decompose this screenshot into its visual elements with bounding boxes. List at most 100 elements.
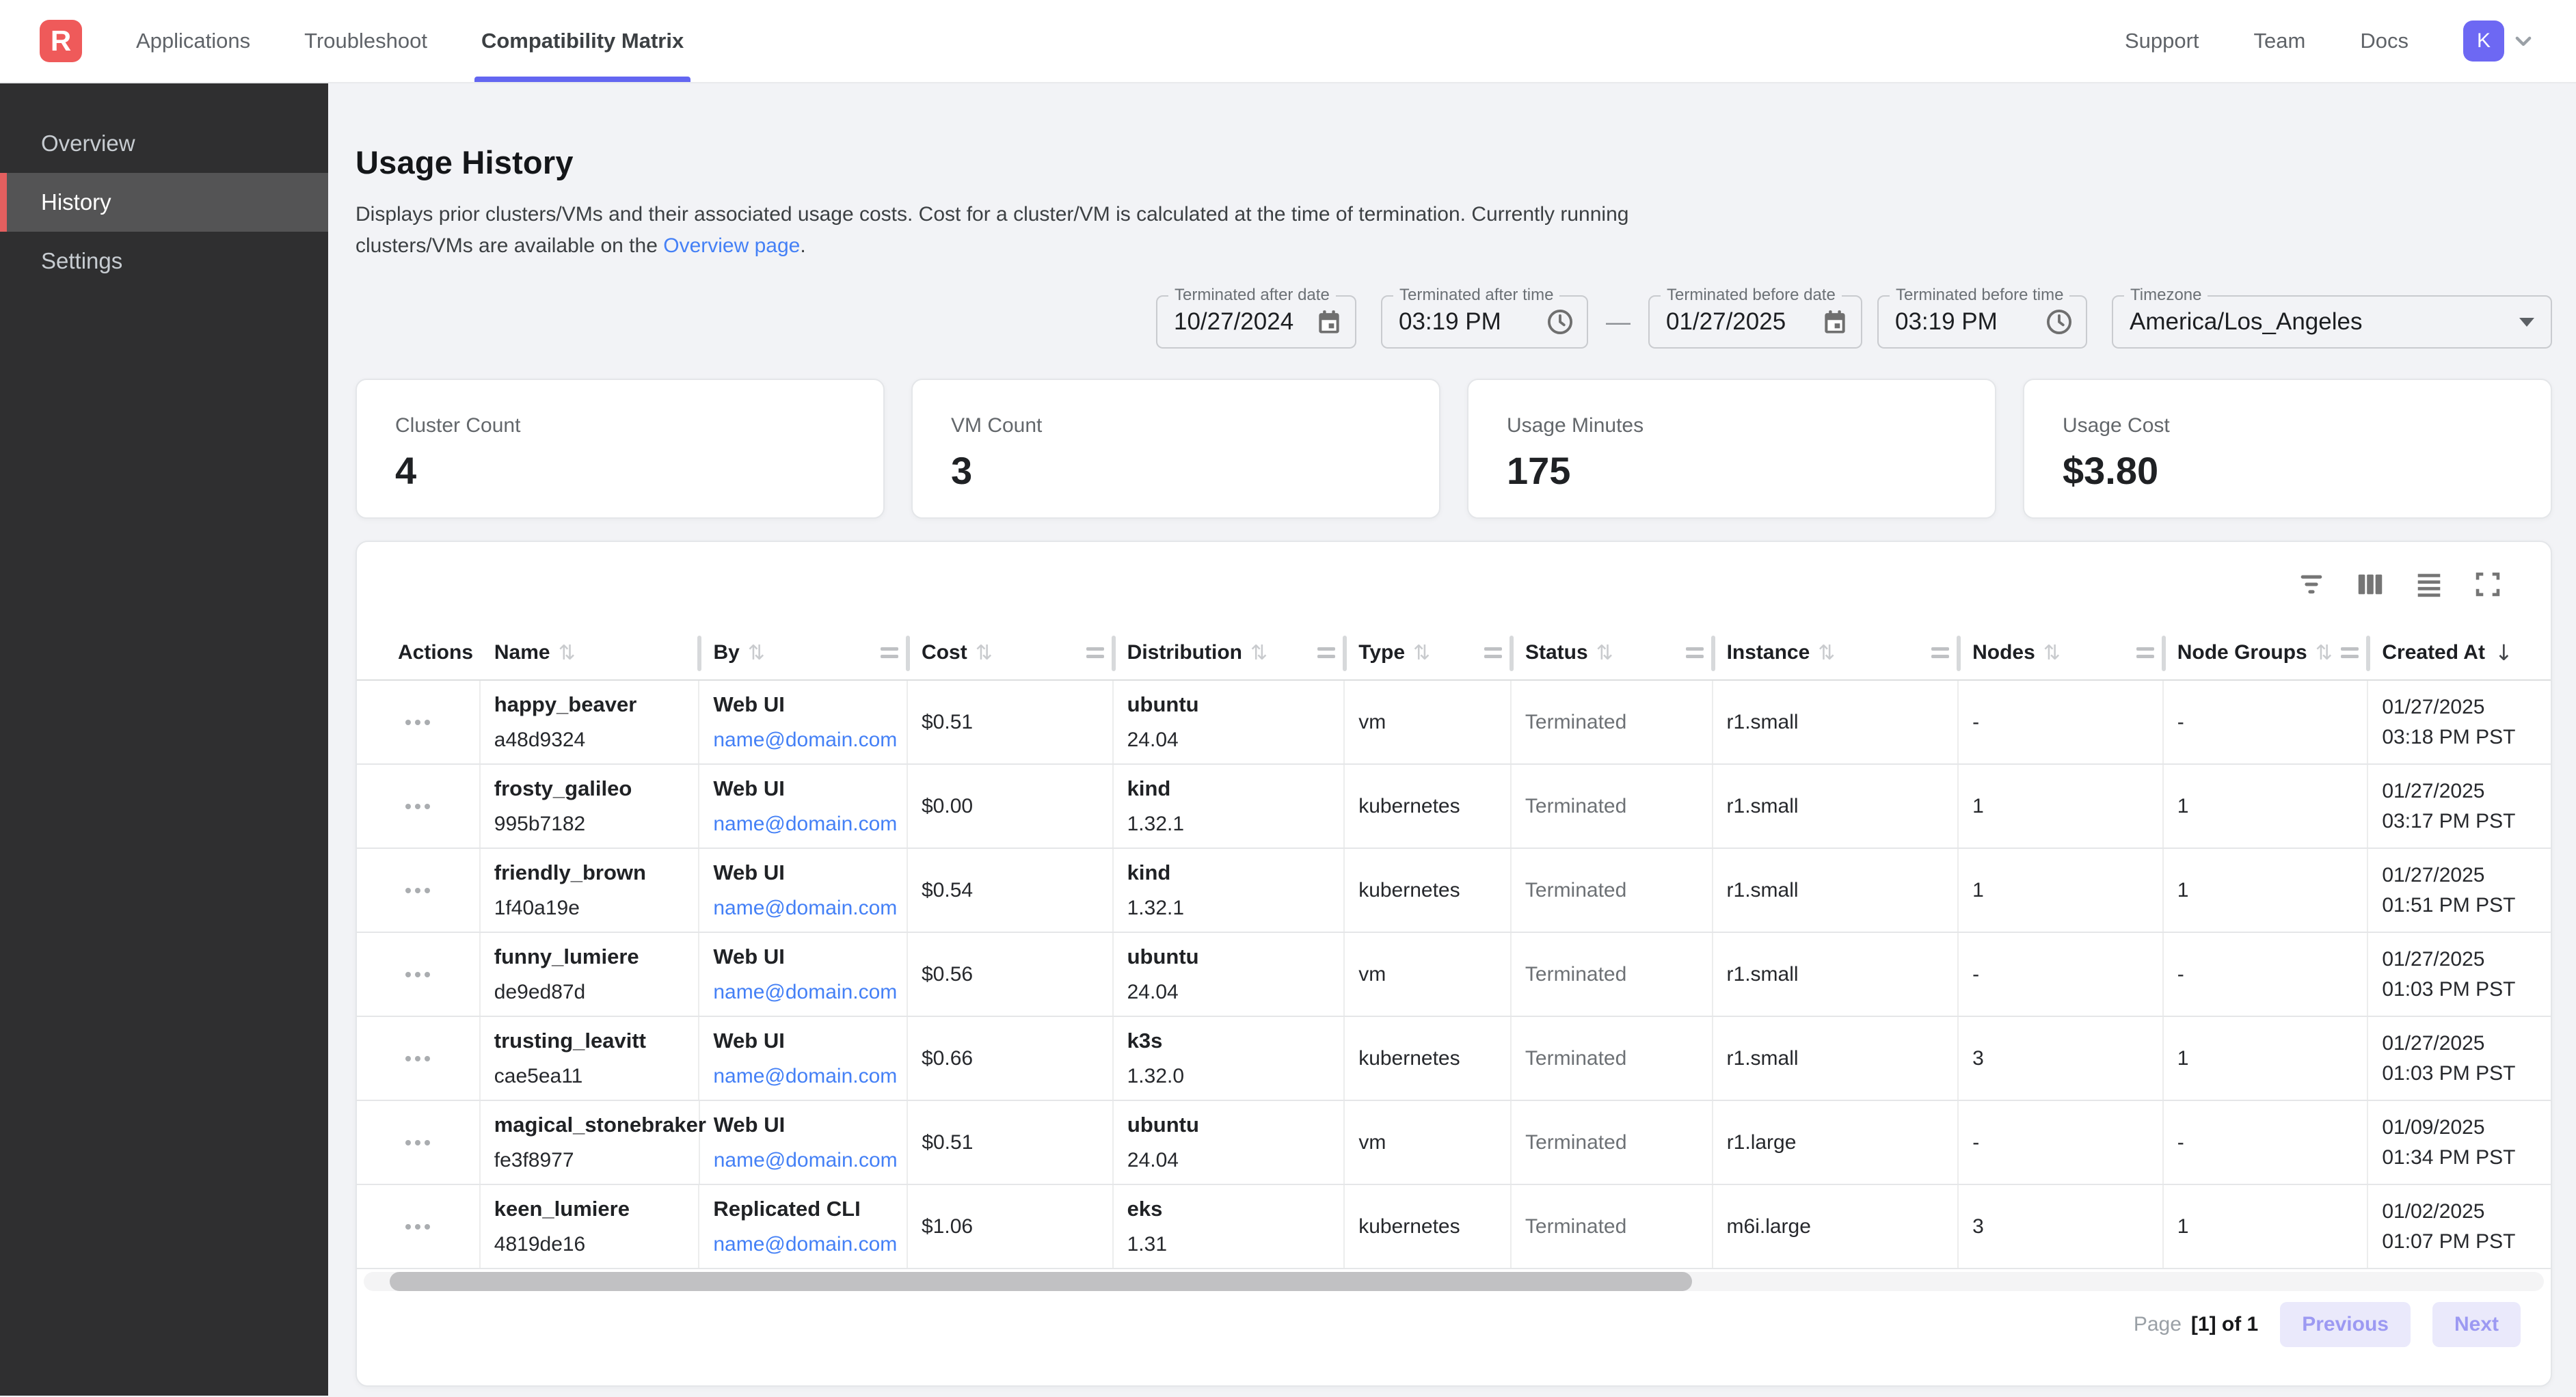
cell-name: funny_lumierede9ed87d <box>481 933 700 1016</box>
distribution-version: 1.32.1 <box>1127 810 1344 839</box>
row-actions-menu-icon[interactable] <box>399 881 437 900</box>
cell-by: Web UIname@domain.com <box>699 849 908 932</box>
column-header-type[interactable]: Type⇅ <box>1345 626 1512 679</box>
status-value: Terminated <box>1525 711 1712 734</box>
cell-distribution: kind1.32.1 <box>1114 765 1345 847</box>
sort-icon[interactable]: ⇅ <box>2043 641 2061 665</box>
filter-icon[interactable] <box>2292 565 2331 603</box>
table-toolbar <box>357 542 2551 626</box>
column-header-nodes[interactable]: Nodes⇅ <box>1959 626 2164 679</box>
sort-icon[interactable]: ⇅ <box>1818 641 1835 665</box>
column-menu-icon[interactable] <box>2136 647 2154 658</box>
clock-icon[interactable] <box>1544 306 1576 338</box>
row-actions-menu-icon[interactable] <box>399 965 437 984</box>
overview-page-link[interactable]: Overview page <box>663 234 800 257</box>
sort-icon[interactable]: ⇅ <box>1596 641 1613 665</box>
cluster-id: 1f40a19e <box>494 894 699 923</box>
instance-value: r1.small <box>1727 1047 1958 1070</box>
column-header-distribution[interactable]: Distribution⇅ <box>1114 626 1345 679</box>
stat-card-vm-count: VM Count 3 <box>911 379 1440 519</box>
instance-value: r1.small <box>1727 879 1958 902</box>
row-actions-menu-icon[interactable] <box>399 713 437 732</box>
created-by-email-link[interactable]: name@domain.com <box>713 1230 907 1259</box>
nav-item-troubleshoot[interactable]: Troubleshoot <box>304 0 427 82</box>
chevron-down-icon[interactable] <box>2510 27 2537 55</box>
sort-icon[interactable]: ⇅ <box>1413 641 1430 665</box>
terminated-after-date-field[interactable]: Terminated after date 10/27/2024 <box>1156 295 1356 349</box>
column-menu-icon[interactable] <box>881 647 898 658</box>
sort-icon[interactable]: ⇅ <box>2316 641 2333 665</box>
column-menu-icon[interactable] <box>1686 647 1704 658</box>
terminated-after-time-field[interactable]: Terminated after time 03:19 PM <box>1381 295 1588 349</box>
column-header-by[interactable]: By⇅ <box>699 626 908 679</box>
cell-cost: $0.54 <box>908 849 1114 932</box>
column-menu-icon[interactable] <box>1931 647 1949 658</box>
previous-page-button[interactable]: Previous <box>2280 1302 2411 1347</box>
field-value[interactable]: 01/27/2025 <box>1650 308 1786 336</box>
nav-link-team[interactable]: Team <box>2254 29 2306 53</box>
sort-icon[interactable]: ⇅ <box>559 641 576 665</box>
row-actions-menu-icon[interactable] <box>399 797 437 816</box>
nav-link-docs[interactable]: Docs <box>2360 29 2409 53</box>
column-header-cost[interactable]: Cost ⇅ <box>908 626 1114 679</box>
density-icon[interactable] <box>2410 565 2448 603</box>
field-value[interactable]: America/Los_Angeles <box>2113 308 2362 336</box>
created-by-email-link[interactable]: name@domain.com <box>713 726 907 755</box>
created-by-email-link[interactable]: name@domain.com <box>713 1062 907 1091</box>
cluster-name: funny_lumiere <box>494 942 699 971</box>
dropdown-arrow-icon[interactable] <box>2519 318 2534 327</box>
sort-icon[interactable]: ⇅ <box>1250 641 1267 665</box>
created-by-email-link[interactable]: name@domain.com <box>714 1146 907 1175</box>
nav-item-compatibility-matrix[interactable]: Compatibility Matrix <box>481 0 684 82</box>
column-header-status[interactable]: Status⇅ <box>1512 626 1713 679</box>
next-page-button[interactable]: Next <box>2432 1302 2521 1347</box>
stat-card-usage-cost: Usage Cost $3.80 <box>2023 379 2552 519</box>
column-header-created_at[interactable]: Created At↓ <box>2368 626 2551 679</box>
field-value[interactable]: 03:19 PM <box>1382 308 1501 336</box>
sidebar-item-history[interactable]: History <box>0 173 328 232</box>
column-header-instance[interactable]: Instance⇅ <box>1713 626 1959 679</box>
field-value[interactable]: 10/27/2024 <box>1157 308 1293 336</box>
replicated-logo[interactable]: R <box>40 20 82 62</box>
column-header-node_groups[interactable]: Node Groups⇅ <box>2164 626 2369 679</box>
page-title: Usage History <box>355 144 2552 181</box>
terminated-before-date-field[interactable]: Terminated before date 01/27/2025 <box>1648 295 1862 349</box>
column-label: Cost <box>922 641 967 664</box>
horizontal-scrollbar-thumb[interactable] <box>390 1272 1692 1291</box>
row-actions-menu-icon[interactable] <box>399 1217 437 1236</box>
column-menu-icon[interactable] <box>1484 647 1502 658</box>
nav-item-applications[interactable]: Applications <box>136 0 250 82</box>
sort-icon[interactable]: ⇅ <box>748 641 765 665</box>
user-menu[interactable]: K <box>2463 21 2537 62</box>
cell-status: Terminated <box>1512 765 1713 847</box>
nav-link-support[interactable]: Support <box>2125 29 2199 53</box>
calendar-icon[interactable] <box>1820 307 1850 337</box>
horizontal-scrollbar-track[interactable] <box>364 1272 2544 1291</box>
column-header-name[interactable]: Name⇅ <box>481 626 700 679</box>
created-by-email-link[interactable]: name@domain.com <box>713 894 907 923</box>
field-value[interactable]: 03:19 PM <box>1879 308 1998 336</box>
sort-desc-icon[interactable]: ↓ <box>2495 640 2513 666</box>
created-date: 01/09/2025 <box>2382 1116 2551 1139</box>
created-date: 01/27/2025 <box>2382 780 2551 803</box>
created-by-email-link[interactable]: name@domain.com <box>713 978 907 1007</box>
column-menu-icon[interactable] <box>2341 647 2359 658</box>
sidebar-item-overview[interactable]: Overview <box>0 114 328 173</box>
clock-icon[interactable] <box>2043 306 2075 338</box>
calendar-icon[interactable] <box>1314 307 1344 337</box>
columns-icon[interactable] <box>2351 565 2389 603</box>
terminated-before-time-field[interactable]: Terminated before time 03:19 PM <box>1877 295 2087 349</box>
cell-by: Web UIname@domain.com <box>699 681 908 763</box>
row-actions-menu-icon[interactable] <box>399 1049 437 1068</box>
sort-icon[interactable]: ⇅ <box>976 641 993 665</box>
column-menu-icon[interactable] <box>1086 647 1104 658</box>
column-menu-icon[interactable] <box>1317 647 1335 658</box>
cost-value: $0.66 <box>922 1047 1112 1070</box>
sidebar-item-settings[interactable]: Settings <box>0 232 328 290</box>
created-by-email-link[interactable]: name@domain.com <box>713 810 907 839</box>
fullscreen-icon[interactable] <box>2469 565 2507 603</box>
timezone-select[interactable]: Timezone America/Los_Angeles <box>2112 295 2552 349</box>
row-actions-menu-icon[interactable] <box>399 1133 437 1152</box>
column-header-actions[interactable]: Actions <box>357 626 481 679</box>
avatar[interactable]: K <box>2463 21 2504 62</box>
